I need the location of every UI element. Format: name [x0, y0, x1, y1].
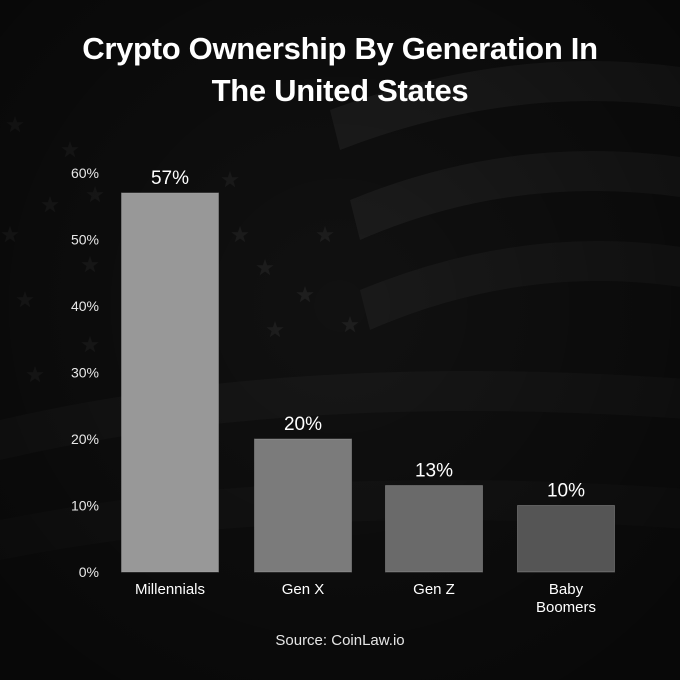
y-tick-label: 10%: [71, 498, 99, 514]
data-label: 13%: [415, 461, 453, 482]
bar: [254, 438, 352, 573]
bar: [385, 485, 483, 573]
y-tick-label: 0%: [79, 564, 99, 580]
y-tick-label: 50%: [71, 232, 99, 248]
data-label: 57%: [151, 168, 189, 189]
data-label: 10%: [547, 481, 585, 502]
y-tick-label: 30%: [71, 365, 99, 381]
x-tick-label: Millennials: [135, 581, 205, 598]
y-tick-label: 60%: [71, 165, 99, 181]
y-tick-label: 20%: [71, 431, 99, 447]
x-tick-label: Gen X: [282, 581, 325, 598]
chart-title-line-1: Crypto Ownership By Generation In: [82, 31, 598, 66]
y-tick-label: 40%: [71, 298, 99, 314]
data-label: 20%: [284, 414, 322, 435]
chart-title-line-2: The United States: [211, 73, 469, 108]
bar: [121, 192, 219, 573]
source-note: Source: CoinLaw.io: [275, 632, 405, 649]
bar: [517, 505, 615, 573]
x-tick-label: Boomers: [536, 599, 596, 616]
x-tick-label: Baby: [549, 581, 584, 598]
x-tick-label: Gen Z: [413, 581, 455, 598]
chart-title: Crypto Ownership By Generation In The Un…: [0, 28, 680, 112]
